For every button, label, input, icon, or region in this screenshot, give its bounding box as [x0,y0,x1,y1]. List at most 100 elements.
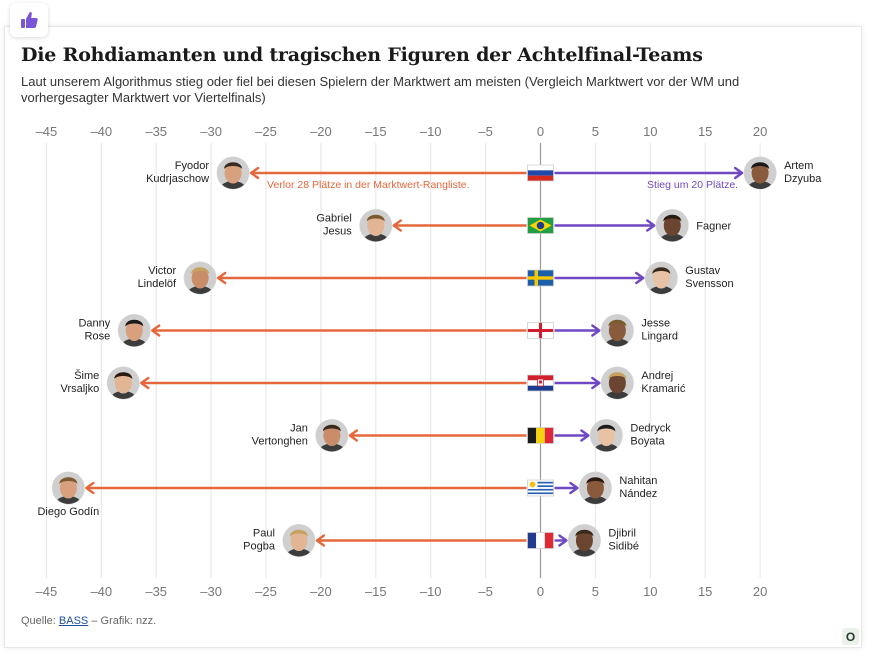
fall-annotation: Verlor 28 Plätze in der Marktwert-Rangli… [267,179,470,191]
flag-stripe [527,385,554,391]
faller-name: Paul [253,528,275,540]
avatar-shirt [55,496,82,504]
avatar-faller [359,209,393,242]
avatar-photo [359,209,392,242]
flag-uruguay-icon [527,479,554,497]
avatar-shirt [747,181,774,189]
source-line: Quelle: BASS – Grafik: nzz. [21,615,156,627]
flag-stripe [544,532,554,549]
tick-label-bottom: 5 [592,584,599,599]
avatar-riser [743,156,777,190]
avatar-hair [608,372,627,379]
flag-belgium-icon [527,427,554,444]
avatar-riser [600,314,634,347]
flag-russia-icon [527,164,554,182]
fall-arrow [216,271,527,285]
flag-stripe [536,427,545,444]
like-button[interactable] [10,3,48,37]
faller-name: Danny [78,318,110,330]
source-prefix: Quelle: [21,615,59,627]
flag-border [527,532,554,549]
tick-label-top: 0 [537,124,544,139]
fall-arrow-head [392,219,402,232]
avatar-faller [106,366,140,400]
avatar-shirt [110,391,137,399]
flag-stripe [527,165,554,171]
flag-stripe [527,487,554,489]
avatar-face [367,215,385,236]
avatar-faller [216,156,250,190]
avatar-hair [366,214,385,222]
avatar-hair [575,529,594,537]
flag-border [527,269,554,287]
avatar-riser [600,366,634,400]
rise-arrow [554,219,656,232]
avatar-hair [224,162,243,169]
fall-arrow-head [216,271,227,285]
avatar-shirt [571,548,598,557]
tick-label-top: –15 [365,124,387,139]
rise-arrow-head [733,166,744,180]
riser-name: Nández [619,488,657,500]
tick-label-bottom: –35 [145,584,167,599]
avatar-faller [282,524,316,557]
rise-arrow [554,166,744,180]
faller-name: Jan [290,423,308,435]
avatar-hair [191,267,210,274]
avatar-face [114,372,132,394]
tick-label-top: –10 [420,124,442,139]
nzz-badge[interactable]: O [842,628,859,645]
tick-label-top: 10 [643,124,657,139]
tick-label-top: –25 [255,124,277,139]
flag-cross-h [527,329,554,332]
flag-france-icon [527,532,554,549]
avatar-photo [52,472,85,504]
flag-stripe [527,481,554,484]
rise-arrow-head [591,376,601,390]
riser-name: Nahitan [619,475,657,487]
tick-label-bottom: 10 [643,584,657,599]
avatar-face [125,320,143,341]
avatar-face [290,530,308,551]
avatar-shirt [121,338,148,347]
fall-arrow [392,219,527,232]
avatar-face [575,530,593,551]
flag-border [527,322,554,339]
avatar-hair [114,372,133,379]
avatar-shirt [604,391,631,399]
riser-name: Sidibé [608,541,639,553]
avatar-faller [51,471,85,505]
tick-label-top: –5 [478,124,492,139]
fall-arrow [315,534,527,547]
avatar-photo [656,209,689,242]
avatar-hair [586,477,605,484]
rise-arrow-head [569,481,579,495]
avatar-face [652,267,670,289]
riser-name: Andrej [641,370,673,382]
avatar-shirt [285,548,312,557]
avatar-shirt [187,286,214,294]
avatar-riser [589,419,623,452]
fall-arrow-head [140,376,150,390]
flag-border [527,479,554,497]
flag-stripe [544,427,554,444]
faller-name: Fyodor [175,160,210,172]
tick-label-top: –40 [90,124,112,139]
faller-name: Diego Godín [37,506,99,518]
rise-arrow [554,271,645,285]
tick-label-bottom: 20 [753,584,767,599]
fall-arrow [85,481,527,495]
avatar-photo [579,472,612,504]
source-link[interactable]: BASS [58,615,89,627]
faller-name: Pogba [243,541,276,553]
flag-stripe [527,170,554,176]
flag-stripe [527,494,554,496]
riser-name: Boyata [630,436,665,448]
riser-name: Lingard [641,331,678,343]
riser-name: Gustav [685,265,720,277]
avatar-shirt [582,496,609,504]
